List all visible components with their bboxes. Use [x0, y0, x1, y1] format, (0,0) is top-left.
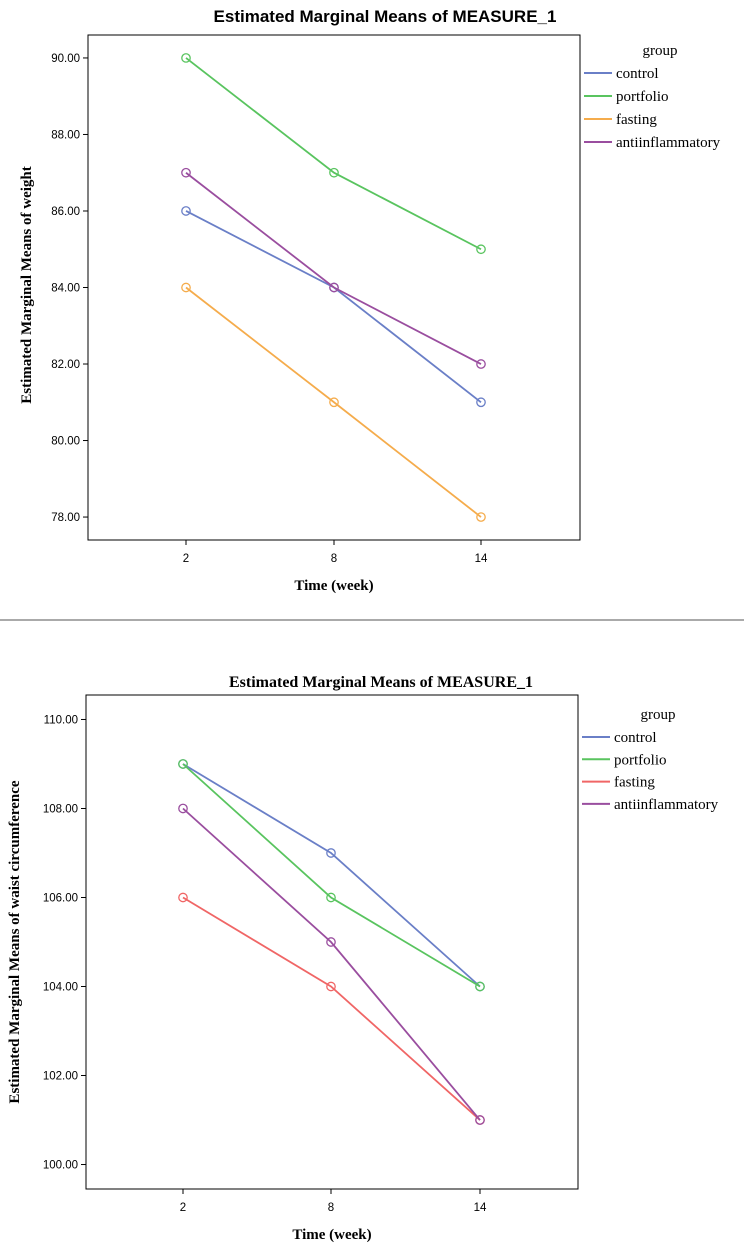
chart1-series-points	[181, 53, 486, 522]
chart1-point-portfolio	[329, 167, 339, 178]
chart1-legend-label-portfolio: portfolio	[616, 89, 669, 105]
chart-weight: Estimated Marginal Means of MEASURE_1 78…	[19, 7, 721, 594]
chart2-x-axis: 2 8 14	[180, 1189, 487, 1214]
chart1-legend-label-antiinflammatory: antiinflammatory	[616, 135, 721, 151]
chart2-y-axis-label: Estimated Marginal Means of waist circum…	[7, 780, 23, 1103]
chart2-y-tick-label: 108.00	[43, 803, 78, 815]
chart2-y-tick-label: 106.00	[43, 892, 78, 904]
chart2-y-tick-label: 104.00	[43, 982, 78, 994]
chart1-point-portfolio	[181, 53, 191, 63]
chart1-line-antiinflammatory	[185, 172, 482, 365]
chart1-y-tick-label: 90.00	[51, 53, 80, 65]
chart2-point-portfolio	[178, 759, 188, 769]
chart2-point-portfolio	[326, 892, 336, 903]
chart1-y-tick-label: 86.00	[51, 206, 80, 218]
chart2-point-portfolio	[475, 981, 485, 992]
chart1-line-fasting	[185, 286, 482, 518]
chart2-legend-title: group	[641, 707, 676, 723]
chart1-point-control	[476, 397, 486, 408]
chart2-point-antiinflammatory	[178, 803, 188, 814]
chart2-plot-frame	[85, 694, 579, 1190]
chart1-point-portfolio	[476, 244, 486, 255]
chart2-series-lines	[182, 763, 481, 1121]
chart2-line-portfolio	[182, 763, 481, 988]
chart-waist: Estimated Marginal Means of MEASURE_1 10…	[7, 674, 719, 1243]
chart1-x-tick-label: 2	[183, 553, 189, 565]
chart1-legend-title: group	[643, 43, 678, 59]
chart2-x-tick-label: 14	[474, 1202, 487, 1214]
chart1-x-tick-label: 14	[475, 553, 488, 565]
chart2-point-control	[326, 848, 336, 858]
chart2-legend-label-antiinflammatory: antiinflammatory	[614, 797, 719, 813]
chart1-y-axis-label: Estimated Marginal Means of weight	[19, 166, 35, 403]
chart2-point-antiinflammatory	[475, 1115, 485, 1125]
chart2-y-tick-label: 102.00	[43, 1071, 78, 1083]
chart1-y-tick-label: 78.00	[51, 512, 80, 524]
chart1-point-antiinflammatory	[476, 359, 486, 369]
chart1-y-tick-label: 88.00	[51, 129, 80, 141]
chart1-y-tick-label: 80.00	[51, 436, 80, 448]
chart1-x-axis: 2 8 14	[183, 540, 488, 565]
chart2-y-tick-label: 110.00	[44, 714, 78, 726]
chart1-title: Estimated Marginal Means of MEASURE_1	[214, 7, 557, 26]
chart2-point-fasting	[326, 981, 336, 992]
chart1-point-fasting	[476, 512, 486, 522]
chart1-legend-label-control: control	[616, 66, 659, 82]
chart1-y-axis: 78.00 80.00 82.00 84.00 86.00 88.00 90.00	[51, 53, 88, 524]
chart2-y-tick-label: 100.00	[43, 1160, 78, 1172]
chart2-series-points	[178, 759, 485, 1125]
chart2-point-antiinflammatory	[326, 937, 336, 947]
chart1-x-axis-label: Time (week)	[294, 578, 373, 594]
chart2-point-fasting	[178, 892, 188, 903]
chart1-point-control	[181, 206, 191, 216]
chart1-legend-label-fasting: fasting	[616, 112, 657, 128]
chart2-legend-label-portfolio: portfolio	[614, 752, 667, 768]
chart1-x-tick-label: 8	[331, 553, 337, 565]
chart1-line-control	[185, 210, 482, 403]
chart1-series-lines	[185, 57, 482, 518]
chart1-y-tick-label: 84.00	[51, 283, 80, 295]
chart1-point-fasting	[329, 397, 339, 408]
chart1-legend: group control portfolio fasting antiinflamm…	[584, 43, 721, 151]
chart2-legend-label-fasting: fasting	[614, 775, 655, 791]
chart2-line-antiinflammatory	[182, 807, 481, 1121]
chart2-x-tick-label: 8	[328, 1202, 334, 1214]
chart2-line-fasting	[182, 896, 481, 1121]
chart2-y-axis: 100.00 102.00 104.00 106.00 108.00 110.00	[43, 714, 86, 1172]
chart2-legend-label-control: control	[614, 730, 657, 746]
chart2-legend: group control portfolio fasting antiinflamm…	[582, 707, 719, 813]
chart2-x-tick-label: 2	[180, 1202, 186, 1214]
chart2-line-control	[182, 763, 481, 988]
chart2-title: Estimated Marginal Means of MEASURE_1	[229, 674, 533, 691]
chart1-line-portfolio	[185, 57, 482, 251]
chart1-point-antiinflammatory	[181, 167, 191, 178]
chart1-point-antiinflammatory	[329, 282, 339, 293]
chart1-y-tick-label: 82.00	[51, 359, 80, 371]
chart2-x-axis-label: Time (week)	[292, 1227, 371, 1243]
chart1-point-fasting	[181, 282, 191, 293]
